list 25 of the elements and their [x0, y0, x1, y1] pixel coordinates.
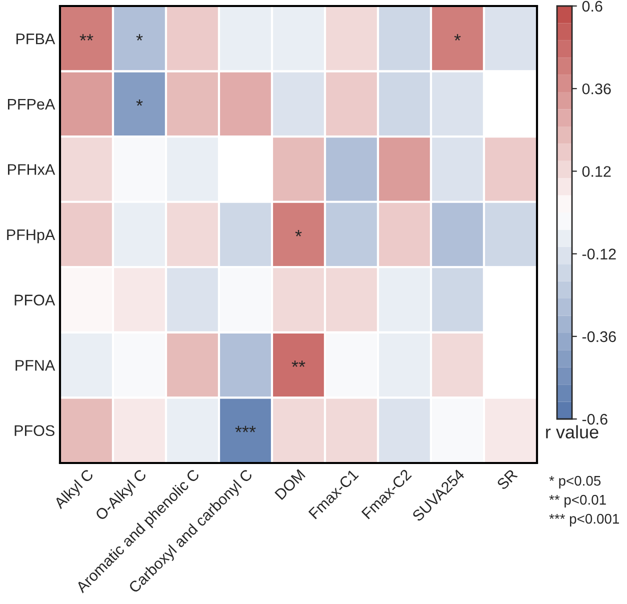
data-label: *	[136, 34, 143, 40]
color-bar-label: -0.6	[582, 414, 608, 425]
data-label: **	[292, 360, 306, 367]
y-tick-label: PFHxA	[8, 164, 56, 175]
color-bar-label: -0.36	[582, 331, 616, 342]
color-bar-label: 0.36	[582, 83, 611, 94]
data-label: *	[295, 230, 302, 236]
y-tick-label: PFHpA	[7, 230, 56, 244]
color-bar-label: 0.6	[582, 0, 602, 12]
y-tick-label: PFBA	[16, 34, 56, 44]
data-label: ***	[235, 426, 256, 432]
data-label: **	[80, 34, 94, 40]
color-bar-title: r value	[546, 425, 598, 438]
y-tick-label: PFPeA	[8, 98, 56, 110]
text: *** p<0.001	[549, 514, 619, 526]
x-tick-label: SR	[496, 468, 518, 490]
y-tick-label: PFOS	[14, 425, 54, 436]
data-label: *	[454, 34, 461, 40]
text: ** p<0.01	[549, 494, 606, 508]
color-bar-label: -0.12	[582, 248, 616, 260]
color-bar-label: 0.12	[582, 166, 611, 177]
y-tick-label: PFNA	[16, 360, 56, 371]
data-label: *	[136, 99, 143, 106]
text: * p<0.05	[549, 476, 601, 488]
y-tick-label: PFOA	[14, 294, 56, 306]
